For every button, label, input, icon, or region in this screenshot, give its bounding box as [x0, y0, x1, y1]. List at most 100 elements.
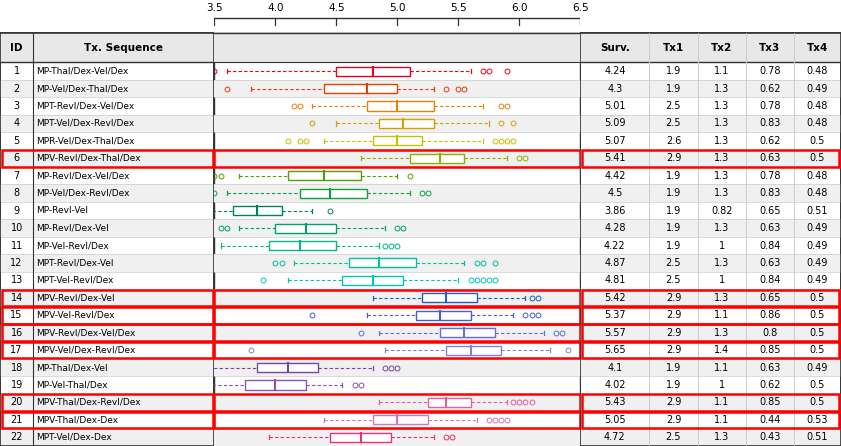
Text: 1.3: 1.3: [714, 432, 729, 442]
Bar: [214, 149, 580, 167]
Text: 0.49: 0.49: [807, 258, 828, 268]
Bar: [582, 324, 839, 341]
Text: MP-Thal/Dex-Vel/Dex: MP-Thal/Dex-Vel/Dex: [36, 66, 129, 76]
Text: 5.65: 5.65: [604, 345, 626, 355]
Text: 1.9: 1.9: [666, 363, 681, 372]
Text: 0.5: 0.5: [810, 136, 825, 146]
Text: 0.49: 0.49: [807, 275, 828, 285]
Text: 1.3: 1.3: [714, 83, 729, 94]
Bar: [2, 307, 213, 323]
Text: MPV-RevI/Dex-Vel/Dex: MPV-RevI/Dex-Vel/Dex: [36, 328, 136, 337]
Text: MP-Vel/Dex-Thal/Dex: MP-Vel/Dex-Thal/Dex: [36, 84, 129, 93]
Text: 0.49: 0.49: [807, 223, 828, 233]
Text: Tx. Sequence: Tx. Sequence: [84, 43, 163, 53]
Text: 5.0: 5.0: [389, 3, 405, 12]
Text: 1: 1: [719, 240, 725, 251]
Text: 0.5: 0.5: [810, 293, 825, 303]
Text: MPV-Vel-RevI/Dex: MPV-Vel-RevI/Dex: [36, 311, 115, 320]
Bar: [2, 324, 213, 341]
Bar: [214, 429, 580, 446]
Text: 1.9: 1.9: [666, 83, 681, 94]
Bar: [0, 219, 214, 237]
Bar: [269, 241, 336, 250]
Bar: [421, 293, 477, 302]
Bar: [582, 289, 839, 306]
Text: 1.9: 1.9: [666, 206, 681, 215]
Bar: [580, 359, 841, 376]
Text: 4.42: 4.42: [604, 171, 626, 181]
Text: MPT-Vel/Dex-RevI/Dex: MPT-Vel/Dex-RevI/Dex: [36, 119, 135, 128]
Text: 20: 20: [10, 397, 23, 407]
Text: MP-RevI-Vel: MP-RevI-Vel: [36, 206, 88, 215]
Text: 1: 1: [719, 275, 725, 285]
Text: 0.62: 0.62: [759, 83, 780, 94]
Text: 1.9: 1.9: [666, 223, 681, 233]
Text: 2.5: 2.5: [666, 101, 681, 111]
Text: 4.28: 4.28: [604, 223, 626, 233]
Bar: [214, 219, 580, 237]
Bar: [446, 346, 501, 355]
Bar: [580, 289, 841, 306]
Text: Tx2: Tx2: [711, 43, 733, 53]
Text: 4.22: 4.22: [604, 240, 626, 251]
Text: 2.5: 2.5: [666, 258, 681, 268]
Bar: [214, 289, 580, 306]
Bar: [331, 433, 391, 442]
Text: 5.09: 5.09: [604, 119, 626, 128]
Text: MP-Vel/Dex-RevI/Dex: MP-Vel/Dex-RevI/Dex: [36, 189, 130, 198]
Bar: [410, 154, 464, 163]
Text: 1.3: 1.3: [714, 119, 729, 128]
Bar: [0, 149, 214, 167]
Text: 0.84: 0.84: [759, 240, 780, 251]
Bar: [367, 102, 434, 111]
Text: 0.83: 0.83: [759, 119, 780, 128]
Text: MPV-Thal/Dex-RevI/Dex: MPV-Thal/Dex-RevI/Dex: [36, 398, 141, 407]
Text: ID: ID: [10, 43, 23, 53]
Text: 0.48: 0.48: [807, 119, 828, 128]
Text: 1.4: 1.4: [714, 345, 729, 355]
Text: 13: 13: [10, 275, 23, 285]
Text: 0.51: 0.51: [807, 206, 828, 215]
Text: 0.65: 0.65: [759, 293, 780, 303]
Bar: [580, 185, 841, 202]
Text: 4.87: 4.87: [604, 258, 626, 268]
Text: 4.72: 4.72: [604, 432, 626, 442]
Text: 22: 22: [10, 432, 23, 442]
Text: 1.3: 1.3: [714, 258, 729, 268]
Text: 0.48: 0.48: [807, 171, 828, 181]
Text: 1.9: 1.9: [666, 171, 681, 181]
Text: 0.8: 0.8: [762, 328, 778, 338]
Text: 1.9: 1.9: [666, 240, 681, 251]
Text: 5.42: 5.42: [604, 293, 626, 303]
Bar: [214, 394, 580, 411]
Text: 0.65: 0.65: [759, 206, 780, 215]
Text: 2.9: 2.9: [666, 397, 681, 407]
Text: 0.78: 0.78: [759, 101, 780, 111]
Text: 0.49: 0.49: [807, 363, 828, 372]
Bar: [2, 342, 213, 359]
Bar: [336, 66, 410, 76]
Text: Tx4: Tx4: [807, 43, 828, 53]
Bar: [288, 171, 361, 180]
Text: 1.9: 1.9: [666, 188, 681, 198]
Text: 5.43: 5.43: [604, 397, 626, 407]
Text: 5.37: 5.37: [604, 310, 626, 320]
Bar: [580, 254, 841, 272]
Bar: [214, 359, 580, 376]
Bar: [0, 394, 214, 411]
Bar: [582, 150, 839, 167]
Text: 4.5: 4.5: [328, 3, 345, 12]
Text: MP-RevI/Dex-Vel: MP-RevI/Dex-Vel: [36, 223, 109, 232]
Bar: [428, 398, 470, 407]
Text: 4.3: 4.3: [607, 83, 622, 94]
Text: 4: 4: [13, 119, 19, 128]
Text: 0.43: 0.43: [759, 432, 780, 442]
Bar: [214, 289, 580, 306]
Text: 4.1: 4.1: [607, 363, 622, 372]
Text: MPV-Thal/Dex-Dex: MPV-Thal/Dex-Dex: [36, 415, 119, 424]
Text: 0.84: 0.84: [759, 275, 780, 285]
Text: 0.48: 0.48: [807, 101, 828, 111]
Text: 1.9: 1.9: [666, 380, 681, 390]
Text: 5.57: 5.57: [604, 328, 626, 338]
Bar: [214, 342, 580, 359]
